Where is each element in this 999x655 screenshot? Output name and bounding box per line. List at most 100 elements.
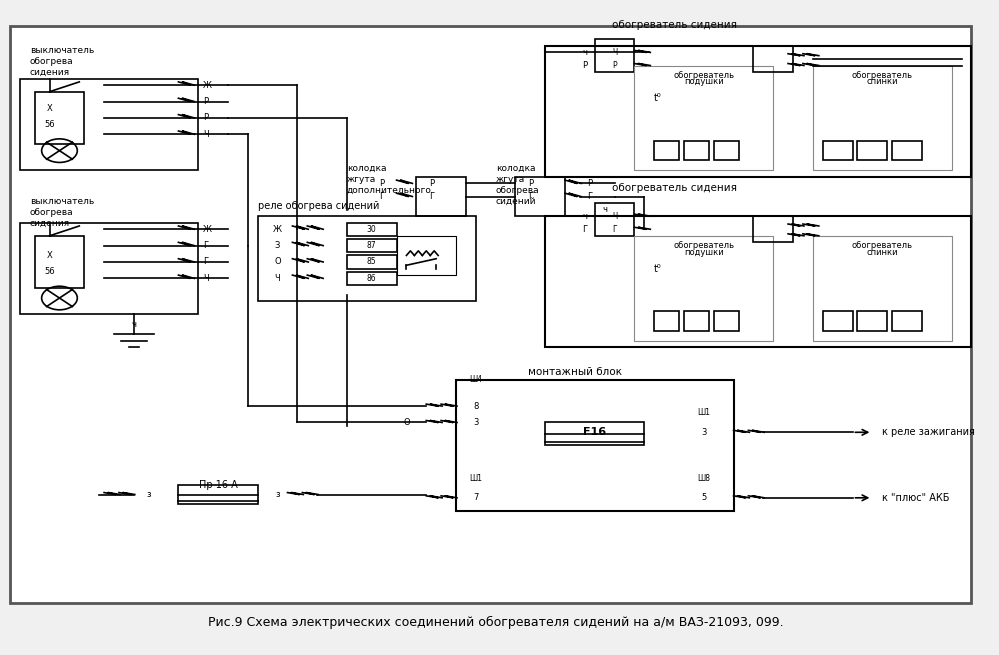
Text: Ч: Ч: [203, 274, 209, 283]
Bar: [713, 141, 738, 160]
Bar: [35, 138, 84, 167]
Text: О: О: [404, 418, 410, 427]
Text: колодка
жгута
обогрева
сидений: колодка жгута обогрева сидений: [496, 164, 539, 206]
Bar: [347, 223, 397, 236]
Bar: [892, 311, 922, 331]
Text: О: О: [275, 257, 281, 267]
Text: 56: 56: [44, 267, 55, 276]
Bar: [10, 26, 971, 603]
Text: 3: 3: [474, 418, 479, 427]
Bar: [634, 236, 773, 341]
Text: з: з: [147, 490, 151, 499]
Text: 5: 5: [701, 493, 706, 502]
Text: 30: 30: [367, 225, 377, 234]
Text: ч: ч: [602, 205, 607, 214]
Bar: [634, 66, 773, 170]
Bar: [594, 203, 634, 236]
Text: Г: Г: [429, 192, 434, 201]
Bar: [654, 311, 679, 331]
Text: к реле зажигания: к реле зажигания: [882, 427, 975, 438]
Text: з: з: [276, 490, 280, 499]
Text: Г: Г: [527, 192, 532, 201]
Text: обогреватель: обогреватель: [673, 241, 734, 250]
Bar: [347, 239, 397, 252]
Bar: [713, 311, 738, 331]
Text: Г: Г: [612, 225, 617, 234]
Text: Г: Г: [582, 225, 587, 234]
Bar: [857, 141, 887, 160]
Bar: [179, 485, 258, 504]
Bar: [347, 255, 397, 269]
Text: Р: Р: [612, 61, 617, 70]
Bar: [753, 216, 793, 242]
Bar: [456, 380, 733, 511]
Text: Р: Р: [379, 179, 385, 188]
Bar: [684, 141, 708, 160]
Text: Ш1: Ш1: [697, 408, 710, 417]
Text: монтажный блок: монтажный блок: [527, 367, 622, 377]
Text: Г: Г: [203, 257, 209, 267]
Bar: [417, 177, 466, 216]
Text: 3: 3: [701, 428, 706, 437]
Bar: [753, 46, 793, 72]
Text: спинки: спинки: [866, 77, 898, 86]
Text: Ж: Ж: [273, 225, 282, 234]
Text: Р: Р: [582, 61, 587, 70]
Bar: [545, 46, 971, 177]
Bar: [823, 141, 852, 160]
Text: реле обогрева сидений: реле обогрева сидений: [258, 201, 379, 212]
Text: колодка
жгута
дополнительного: колодка жгута дополнительного: [347, 164, 432, 195]
Text: ч: ч: [131, 320, 136, 329]
Text: 7: 7: [474, 493, 479, 502]
Bar: [20, 79, 198, 170]
Bar: [35, 236, 84, 288]
Text: Р: Р: [203, 97, 209, 106]
Text: Х: Х: [47, 251, 52, 260]
Text: F16: F16: [583, 427, 606, 438]
Text: ч: ч: [582, 48, 587, 57]
Text: обогреватель: обогреватель: [852, 71, 913, 80]
Text: ч: ч: [582, 212, 587, 221]
Bar: [857, 311, 887, 331]
Text: Р: Р: [429, 179, 434, 188]
Text: 56: 56: [44, 120, 55, 129]
Text: Ш8: Ш8: [697, 474, 710, 483]
Text: З: З: [275, 241, 281, 250]
Text: Р: Р: [587, 179, 592, 188]
Text: обогреватель сидения: обогреватель сидения: [611, 183, 736, 193]
Bar: [397, 236, 456, 275]
Text: 86: 86: [367, 274, 377, 283]
Text: 87: 87: [367, 241, 377, 250]
Text: Пр 16 А: Пр 16 А: [199, 479, 238, 490]
Text: Ж: Ж: [203, 81, 212, 90]
Text: t⁰: t⁰: [654, 263, 662, 274]
Text: Р: Р: [203, 113, 209, 122]
Text: выключатель
обогрева
сидения: выключатель обогрева сидения: [30, 196, 94, 228]
Text: подушки: подушки: [684, 77, 723, 86]
Text: выключатель
обогрева
сидения: выключатель обогрева сидения: [30, 46, 94, 77]
Bar: [515, 177, 565, 216]
Text: Ш4: Ш4: [470, 375, 483, 384]
Text: Ч: Ч: [275, 274, 281, 283]
Text: Ч: Ч: [203, 130, 209, 139]
Text: Ч: Ч: [612, 48, 617, 57]
Text: подушки: подушки: [684, 248, 723, 257]
Text: обогреватель: обогреватель: [673, 71, 734, 80]
Text: Г: Г: [203, 241, 209, 250]
Text: Г: Г: [587, 192, 592, 201]
Text: обогреватель: обогреватель: [852, 241, 913, 250]
Text: Г: Г: [379, 192, 385, 201]
Bar: [347, 272, 397, 285]
Text: 85: 85: [367, 257, 377, 267]
Text: спинки: спинки: [866, 248, 898, 257]
Text: Х: Х: [47, 103, 52, 113]
Bar: [813, 66, 952, 170]
Text: Ж: Ж: [203, 225, 212, 234]
Bar: [813, 236, 952, 341]
Bar: [892, 141, 922, 160]
Text: Ш1: Ш1: [470, 474, 483, 483]
Bar: [823, 311, 852, 331]
Bar: [594, 39, 634, 72]
Text: Ч: Ч: [612, 212, 617, 221]
Text: Рис.9 Схема электрических соединений обогревателя сидений на а/м ВАЗ-21093, 099.: Рис.9 Схема электрических соединений обо…: [208, 616, 783, 629]
